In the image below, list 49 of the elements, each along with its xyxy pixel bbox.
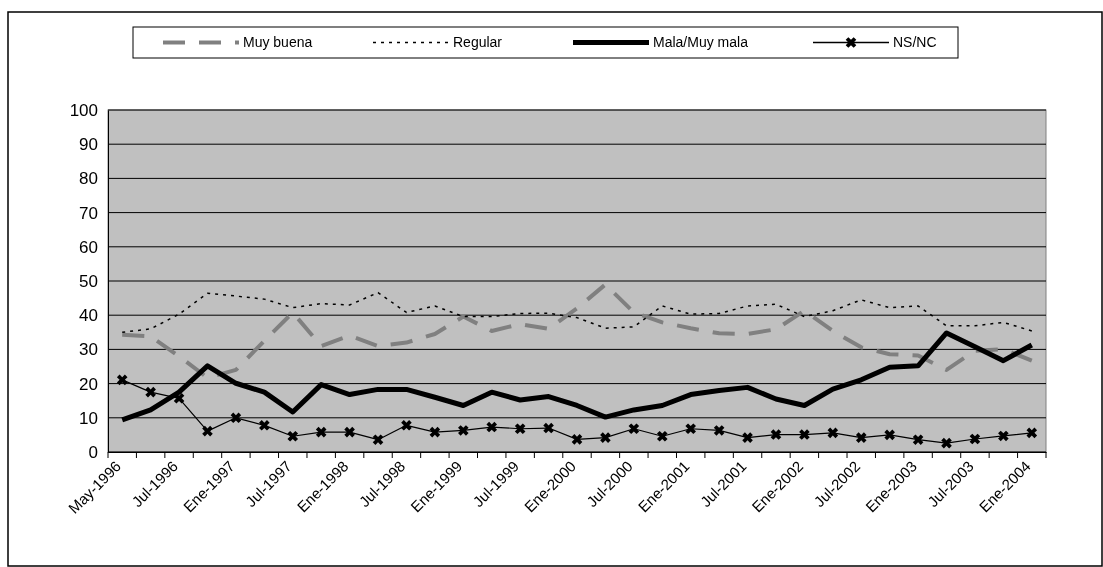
point: [770, 429, 782, 440]
line-series: [120, 282, 1034, 380]
point: [628, 423, 640, 435]
y-tick-label: 30: [79, 340, 98, 360]
point: [458, 425, 469, 436]
point: [827, 427, 839, 439]
legend-label: Mala/Muy mala: [653, 34, 749, 51]
point: [941, 437, 952, 449]
point: [344, 426, 355, 438]
point: [656, 430, 668, 442]
point: [571, 434, 583, 445]
y-tick-label: 20: [79, 374, 98, 394]
point: [969, 433, 981, 445]
y-tick-label: 70: [79, 203, 98, 223]
point: [998, 430, 1009, 442]
point: [116, 374, 128, 386]
point: [713, 425, 725, 436]
point: [315, 426, 327, 438]
y-tick-label: 0: [88, 442, 98, 462]
point: [514, 423, 526, 435]
point: [429, 426, 441, 438]
point: [287, 430, 299, 442]
point: [799, 429, 810, 440]
y-tick-label: 90: [79, 135, 98, 155]
legend-label: Muy buena: [243, 34, 313, 51]
point: [486, 421, 498, 433]
point: [259, 420, 270, 431]
point: [884, 429, 895, 441]
text: Regular: [453, 34, 503, 51]
y-tick-label: 40: [79, 306, 98, 326]
point: [855, 432, 867, 443]
point: [543, 422, 554, 434]
point: [230, 412, 242, 424]
y-tick-label: 60: [79, 237, 98, 257]
point: [685, 423, 696, 435]
point: [1026, 427, 1038, 439]
point: [600, 432, 611, 443]
point: [912, 434, 924, 445]
point: [742, 432, 753, 443]
point: [145, 386, 156, 398]
y-tick-label: 80: [79, 169, 98, 189]
y-tick-label: 10: [79, 408, 98, 428]
point: [173, 393, 185, 404]
point: [202, 425, 213, 437]
y-tick-label: 50: [79, 271, 98, 291]
legend-label: NS/NC: [893, 34, 937, 51]
point: [401, 420, 412, 431]
point: [372, 434, 384, 445]
y-tick-label: 100: [69, 100, 98, 120]
